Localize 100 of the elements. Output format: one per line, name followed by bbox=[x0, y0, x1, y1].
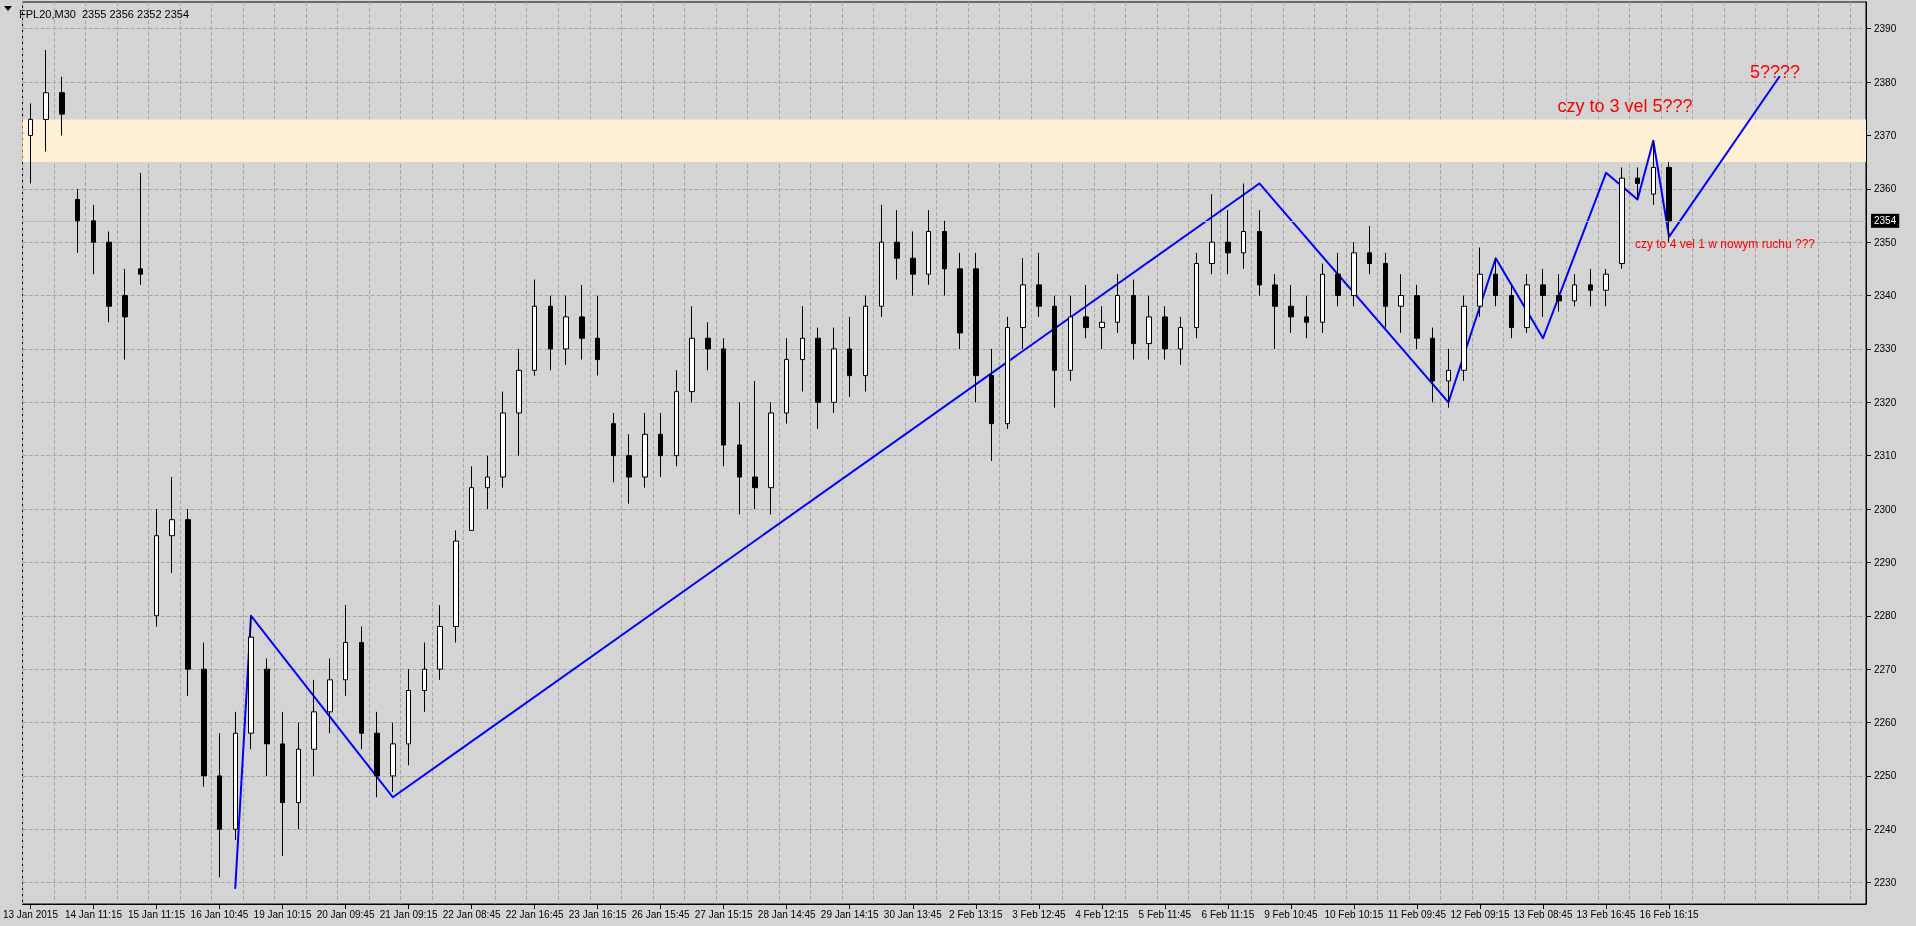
candlestick bbox=[1367, 225, 1372, 275]
x-tick-label: 13 Jan 2015 bbox=[2, 908, 59, 920]
candlestick bbox=[847, 316, 852, 398]
y-tick-label: 2260 bbox=[1874, 717, 1897, 729]
y-tick-label: 2250 bbox=[1874, 770, 1897, 782]
y-tick-label: 2230 bbox=[1874, 877, 1897, 889]
x-tick-label: 22 Jan 16:45 bbox=[505, 908, 564, 920]
candlestick bbox=[1335, 252, 1341, 307]
candlestick bbox=[264, 657, 270, 777]
candlestick bbox=[1083, 284, 1089, 339]
candlestick bbox=[1162, 305, 1168, 361]
candlestick bbox=[169, 476, 175, 574]
candlestick bbox=[311, 679, 317, 777]
candlestick bbox=[595, 295, 600, 377]
x-tick-label: 15 Jan 11:15 bbox=[127, 908, 186, 920]
y-tick-label: 2360 bbox=[1874, 183, 1897, 195]
candlestick bbox=[1540, 268, 1546, 318]
candlestick bbox=[579, 284, 585, 361]
candlestick bbox=[43, 49, 49, 152]
candlestick bbox=[658, 412, 663, 478]
candlestick bbox=[469, 465, 474, 531]
candlestick bbox=[532, 279, 537, 377]
candlestick bbox=[327, 657, 333, 734]
candlestick bbox=[642, 412, 648, 489]
candlestick bbox=[548, 295, 553, 371]
candlestick bbox=[737, 401, 742, 515]
x-tick-label: 16 Feb 16:15 bbox=[1639, 908, 1699, 920]
candlestick bbox=[674, 369, 679, 467]
candlestick bbox=[1304, 295, 1309, 339]
candlestick bbox=[138, 172, 143, 286]
x-tick-label: 27 Jan 15:15 bbox=[694, 908, 754, 920]
x-tick-label: 10 Feb 10:15 bbox=[1324, 908, 1384, 920]
candlestick bbox=[942, 220, 947, 297]
candlestick bbox=[233, 711, 238, 841]
annotation: czy to 3 vel 5??? bbox=[1557, 96, 1693, 116]
candlestick bbox=[957, 252, 963, 350]
candlestick bbox=[1446, 348, 1451, 409]
candlestick bbox=[359, 625, 364, 750]
x-tick-label: 22 Jan 08:45 bbox=[442, 908, 501, 920]
candlestick bbox=[374, 711, 380, 798]
candlestick bbox=[122, 268, 128, 361]
annotation: 5???? bbox=[1749, 62, 1801, 82]
candlestick bbox=[28, 102, 33, 184]
y-tick-label: 2390 bbox=[1874, 23, 1897, 35]
x-tick-label: 20 Jan 09:45 bbox=[316, 908, 375, 920]
candlestick bbox=[1020, 257, 1026, 350]
candlestick bbox=[1272, 273, 1278, 350]
candlestick bbox=[390, 722, 396, 793]
candlestick bbox=[815, 327, 821, 430]
x-tick-label: 4 Feb 12:15 bbox=[1075, 908, 1129, 920]
candlestick bbox=[1320, 263, 1325, 334]
candlestick bbox=[1572, 273, 1577, 307]
candlestick bbox=[1477, 247, 1483, 318]
candlestick bbox=[1398, 273, 1404, 334]
candlestick bbox=[1651, 140, 1656, 206]
candlestick bbox=[1225, 209, 1231, 275]
x-tick-label: 12 Feb 09:15 bbox=[1450, 908, 1510, 920]
candlestick bbox=[611, 412, 616, 483]
candlestick bbox=[1005, 316, 1010, 430]
x-tick-label: 28 Jan 14:45 bbox=[757, 908, 817, 920]
candlestick bbox=[59, 76, 65, 136]
y-tick-label: 2240 bbox=[1874, 823, 1897, 835]
candlestick bbox=[1052, 295, 1057, 409]
candlestick bbox=[1461, 295, 1467, 382]
candlestick bbox=[1524, 273, 1530, 334]
x-tick-label: 21 Jan 09:15 bbox=[379, 908, 438, 920]
candlestick bbox=[1131, 279, 1136, 361]
candlestick bbox=[1178, 316, 1183, 366]
x-tick-label: 19 Jan 10:15 bbox=[253, 908, 312, 920]
candlestick bbox=[926, 209, 931, 286]
y-tick-label: 2370 bbox=[1874, 129, 1897, 141]
x-tick-label: 2 Feb 13:15 bbox=[949, 908, 1003, 920]
y-tick-label: 2330 bbox=[1874, 343, 1897, 355]
candlestick bbox=[1036, 252, 1042, 318]
candlestick bbox=[800, 305, 805, 393]
candlestick bbox=[1115, 273, 1120, 334]
candlestick bbox=[1099, 305, 1105, 350]
candlestick bbox=[1209, 193, 1215, 275]
candlestick bbox=[705, 321, 711, 371]
candlestick bbox=[879, 204, 884, 318]
x-tick-label: 11 Feb 09:45 bbox=[1387, 908, 1447, 920]
y-tick-label: 2310 bbox=[1874, 450, 1897, 462]
candlestick bbox=[1194, 252, 1199, 339]
candlestick bbox=[516, 348, 522, 457]
candlestick bbox=[280, 711, 285, 857]
candlestick bbox=[453, 529, 459, 643]
candlestick bbox=[1509, 284, 1514, 339]
candlestick bbox=[1257, 209, 1262, 297]
candlestick bbox=[154, 508, 159, 627]
candlestick bbox=[768, 401, 774, 515]
candlestick bbox=[1351, 241, 1357, 307]
x-tick-label: 6 Feb 11:15 bbox=[1201, 908, 1255, 920]
candlestick bbox=[1588, 268, 1593, 307]
candlestick bbox=[437, 604, 443, 681]
candlestick bbox=[201, 641, 207, 788]
candlestick bbox=[1241, 182, 1246, 270]
candlestick bbox=[831, 327, 837, 414]
candlestick bbox=[1430, 327, 1435, 403]
x-tick-label: 26 Jan 15:45 bbox=[631, 908, 691, 920]
candlestick bbox=[406, 668, 411, 766]
